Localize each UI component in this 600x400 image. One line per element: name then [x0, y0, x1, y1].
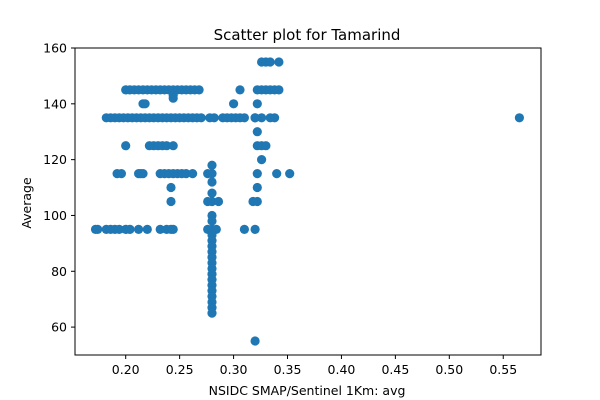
- x-tick-label: 0.40: [328, 362, 356, 377]
- data-point: [155, 224, 165, 234]
- x-tick-label: 0.25: [166, 362, 194, 377]
- data-point: [207, 308, 217, 318]
- data-point: [188, 169, 198, 179]
- data-point: [207, 177, 217, 187]
- data-point: [140, 99, 150, 109]
- data-point: [207, 188, 217, 198]
- data-point: [162, 141, 172, 151]
- y-tick-label: 140: [43, 96, 67, 111]
- data-point: [196, 113, 206, 123]
- y-tick-label: 160: [43, 41, 67, 56]
- data-point: [252, 127, 262, 137]
- data-point: [207, 196, 217, 207]
- data-point: [207, 160, 217, 170]
- data-point: [261, 141, 271, 151]
- data-point: [168, 93, 178, 103]
- data-point: [134, 224, 144, 234]
- x-tick-label: 0.30: [220, 362, 248, 377]
- y-tick-label: 120: [43, 152, 67, 167]
- data-point: [274, 57, 284, 67]
- data-point: [181, 169, 191, 179]
- y-tick-label: 100: [43, 208, 67, 223]
- data-point: [270, 113, 280, 123]
- data-point: [250, 113, 260, 123]
- x-axis-title: NSIDC SMAP/Sentinel 1Km: avg: [209, 383, 406, 398]
- data-point: [272, 169, 282, 179]
- y-axis: 60 80 100 120 140 160: [43, 41, 75, 335]
- data-point: [514, 113, 525, 123]
- data-point: [252, 182, 262, 193]
- data-point: [252, 99, 262, 109]
- data-point: [285, 169, 295, 179]
- x-tick-label: 0.55: [489, 362, 517, 377]
- data-point: [213, 196, 224, 207]
- data-point: [142, 224, 152, 234]
- data-point: [274, 85, 284, 95]
- data-point: [250, 336, 260, 346]
- data-point: [121, 141, 131, 151]
- data-point: [239, 113, 249, 123]
- chart-title: Scatter plot for Tamarind: [214, 26, 401, 44]
- x-tick-label: 0.45: [381, 362, 409, 377]
- y-tick-label: 60: [51, 320, 67, 335]
- x-tick-label: 0.50: [435, 362, 463, 377]
- x-axis: 0.20 0.25 0.30 0.35 0.40 0.45 0.50 0.55: [112, 355, 517, 377]
- data-point: [138, 169, 148, 179]
- data-point: [248, 196, 258, 207]
- data-point: [207, 169, 217, 179]
- data-point: [252, 169, 262, 179]
- data-point: [209, 113, 219, 123]
- data-point: [166, 196, 176, 207]
- data-point: [235, 85, 245, 95]
- data-point: [166, 182, 176, 193]
- plot-frame: [74, 47, 542, 356]
- data-point: [93, 224, 103, 234]
- data-point: [239, 224, 249, 234]
- data-point: [207, 216, 217, 226]
- data-point: [114, 224, 124, 234]
- data-point: [257, 155, 267, 165]
- data-point: [194, 85, 204, 95]
- data-point: [250, 224, 260, 234]
- y-tick-label: 80: [51, 264, 67, 279]
- data-point: [229, 99, 239, 109]
- data-point: [125, 224, 135, 234]
- x-tick-label: 0.20: [112, 362, 140, 377]
- x-tick-label: 0.35: [274, 362, 302, 377]
- data-point: [168, 141, 178, 151]
- data-point: [265, 57, 275, 67]
- data-point: [168, 224, 178, 234]
- data-point: [257, 113, 267, 123]
- data-point: [116, 169, 126, 179]
- points-layer: [90, 57, 525, 346]
- y-axis-title: Average: [19, 177, 34, 229]
